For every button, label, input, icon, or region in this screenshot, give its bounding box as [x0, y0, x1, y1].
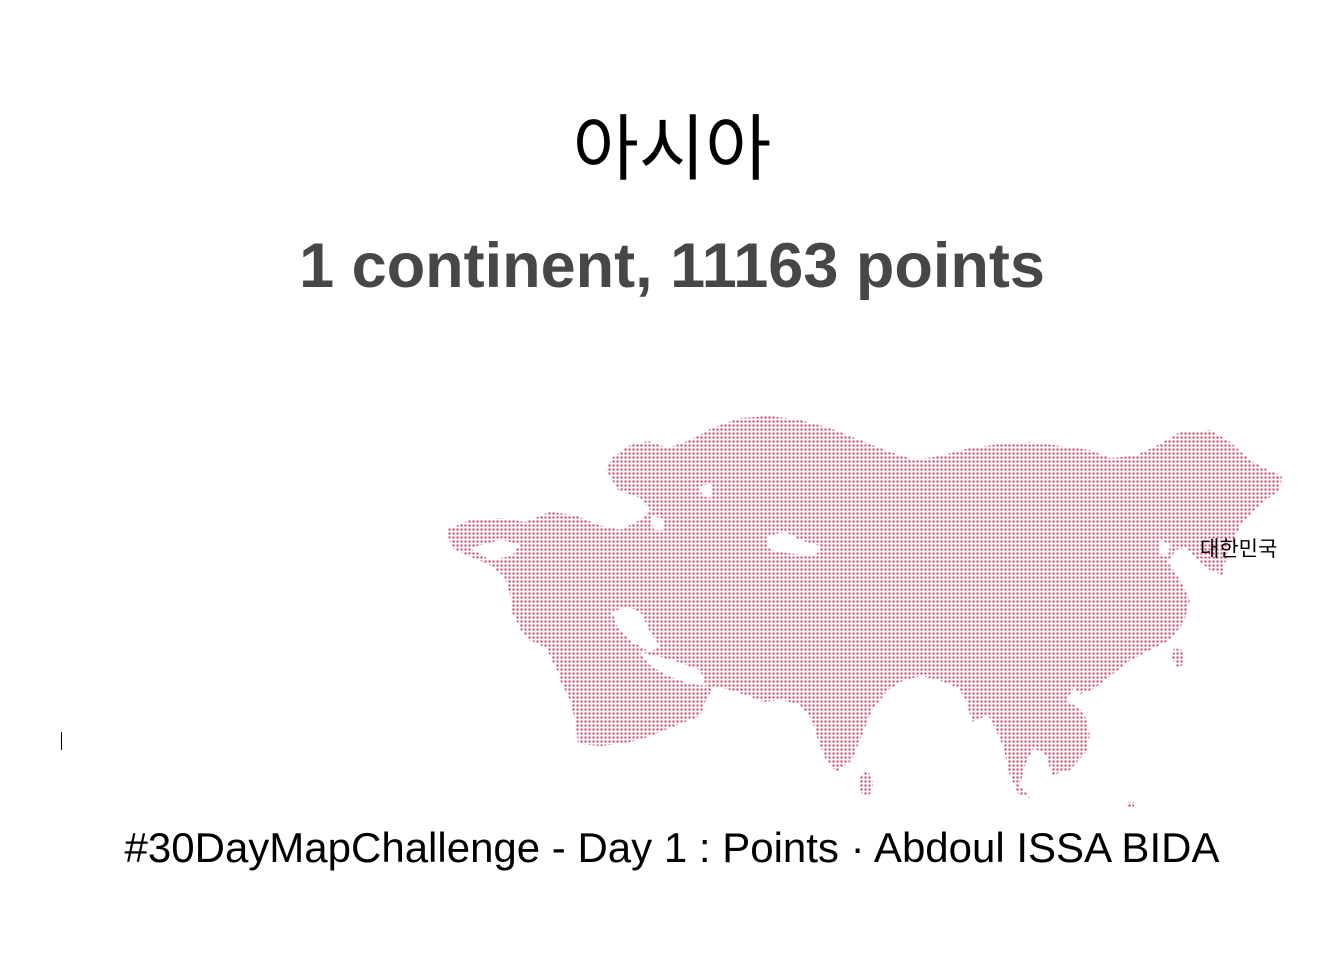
asia-dot-map: [0, 400, 1344, 820]
dot-map-canvas: [0, 400, 1344, 820]
stray-tick-mark: [61, 732, 62, 750]
map-subtitle: 1 continent, 11163 points: [299, 231, 1045, 301]
map-caption: #30DayMapChallenge - Day 1 : Points · Ab…: [124, 824, 1220, 871]
country-label-korea: 대한민국: [1200, 537, 1278, 561]
map-title: 아시아: [572, 107, 772, 191]
asia-points-layer: [0, 400, 1344, 820]
